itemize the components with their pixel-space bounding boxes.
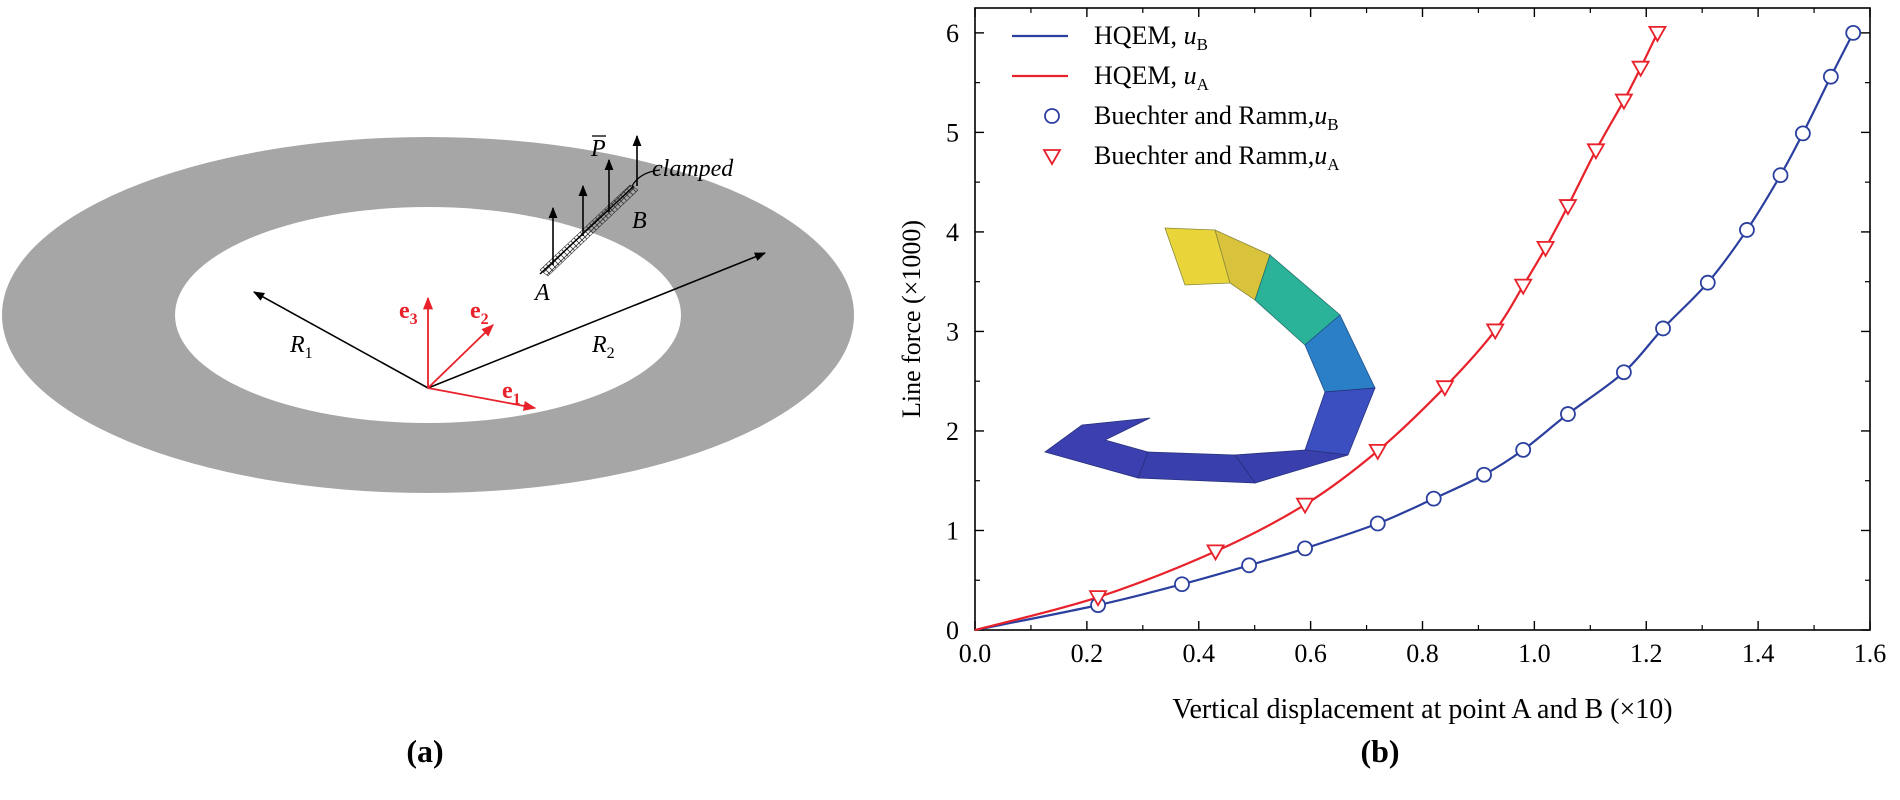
x-tick-label-2: 0.4 xyxy=(1183,639,1216,668)
series-point-br_a-9 xyxy=(1586,143,1606,161)
series-point-br_b-1 xyxy=(1174,576,1190,593)
series-point-br_b-9 xyxy=(1615,364,1632,381)
series-point-br_a-0 xyxy=(1088,590,1108,607)
y-tick-label-0: 0 xyxy=(946,616,959,645)
deformed-shell-inset xyxy=(1044,227,1376,484)
y-axis-label: Line force (×1000) xyxy=(897,220,926,418)
series-point-br_a-10 xyxy=(1614,93,1634,111)
x-tick-label-7: 1.4 xyxy=(1742,639,1775,668)
basis-e1-arrow xyxy=(427,387,537,411)
series-point-br_a-11 xyxy=(1631,60,1651,78)
y-tick-label-1: 1 xyxy=(946,516,959,545)
y-tick-label-2: 2 xyxy=(946,417,959,446)
series-point-br_a-5 xyxy=(1485,323,1505,341)
y-tick-label-3: 3 xyxy=(946,317,959,346)
panel-b: 0.0 0.2 0.4 0.6 0.8 1.0 1.2 1.4 1.6 0 1 2 3 4 5 6 Vertic… xyxy=(897,7,1887,769)
series-point-br_a-7 xyxy=(1536,240,1556,258)
series-point-br_a-12 xyxy=(1647,25,1667,43)
series-point-br_a-3 xyxy=(1368,443,1388,461)
legend-label-br_a: Buechter and Ramm,uA xyxy=(1094,141,1340,174)
x-tick-label-1: 0.2 xyxy=(1071,639,1104,668)
series-point-br_a-2 xyxy=(1295,497,1315,515)
series-point-br_a-4 xyxy=(1435,380,1455,397)
legend-label-hqem_a: HQEM, uA xyxy=(1094,61,1210,94)
x-tick-label-5: 1.0 xyxy=(1518,639,1551,668)
panel-a: P clamped B A R1 R2 e3 e2 e1 (a) xyxy=(2,134,854,769)
series-point-br_b-12 xyxy=(1739,222,1755,238)
y-tick-label-4: 4 xyxy=(946,218,959,247)
radius-R1-arrow xyxy=(253,291,429,389)
legend-label-br_b: Buechter and Ramm,uB xyxy=(1094,101,1339,134)
series-point-br_b-10 xyxy=(1655,320,1671,337)
series-line-hqem_a xyxy=(974,32,1659,632)
radius-R2-arrow xyxy=(427,252,767,389)
radius-R2-label: R2 xyxy=(591,332,615,362)
series-point-br_b-4 xyxy=(1369,515,1386,532)
clamped-edge-hatch xyxy=(539,184,639,277)
basis-e1-label: e1 xyxy=(502,378,521,408)
x-tick-label-8: 1.6 xyxy=(1854,639,1887,668)
panel-a-caption: (a) xyxy=(406,733,443,769)
legend-swatch-br_b xyxy=(1044,108,1060,124)
radius-R1-label: R1 xyxy=(289,332,313,362)
series-point-br_b-11 xyxy=(1699,274,1716,291)
load-label-P: P xyxy=(590,136,606,162)
series-point-br_a-6 xyxy=(1513,278,1533,296)
y-tick-label-6: 6 xyxy=(946,19,959,48)
series-point-br_a-8 xyxy=(1558,199,1578,216)
x-tick-label-3: 0.6 xyxy=(1294,639,1327,668)
point-B-label: B xyxy=(632,208,647,234)
series-point-br_b-8 xyxy=(1560,406,1576,422)
x-tick-label-4: 0.8 xyxy=(1406,639,1439,668)
series-point-br_b-5 xyxy=(1425,490,1442,507)
clamped-edge-line xyxy=(539,185,635,275)
series-point-br_b-6 xyxy=(1476,466,1492,483)
basis-e3-label: e3 xyxy=(399,298,418,328)
series-point-br_b-16 xyxy=(1845,24,1862,41)
legend-label-hqem_b: HQEM, uB xyxy=(1094,21,1208,54)
series-point-br_b-7 xyxy=(1515,441,1532,458)
series-point-br_b-3 xyxy=(1297,540,1313,557)
clamped-leader xyxy=(631,169,661,187)
y-tick-label-5: 5 xyxy=(946,118,959,147)
series-point-br_b-13 xyxy=(1772,167,1789,184)
plot-area: 0.0 0.2 0.4 0.6 0.8 1.0 1.2 1.4 1.6 0 1 2 3 4 5 6 Vertic… xyxy=(897,7,1887,725)
x-axis-label: Vertical displacement at point A and B (… xyxy=(1172,694,1672,725)
clamped-label: clamped xyxy=(652,156,734,182)
inset-segment-curl xyxy=(1044,417,1151,479)
series-point-br_a-1 xyxy=(1205,544,1226,562)
legend-swatch-br_a xyxy=(1042,149,1062,166)
panel-b-caption: (b) xyxy=(1360,733,1399,769)
series-point-br_b-14 xyxy=(1794,125,1811,142)
x-tick-label-6: 1.2 xyxy=(1630,639,1663,668)
basis-e2-arrow xyxy=(427,324,494,389)
basis-e2-label: e2 xyxy=(470,298,489,328)
x-tick-label-0: 0.0 xyxy=(959,639,992,668)
inset-segment-blue xyxy=(1304,387,1376,456)
series-point-br_b-2 xyxy=(1241,557,1257,574)
series-point-br_b-15 xyxy=(1822,68,1839,85)
point-A-label: A xyxy=(533,280,550,306)
